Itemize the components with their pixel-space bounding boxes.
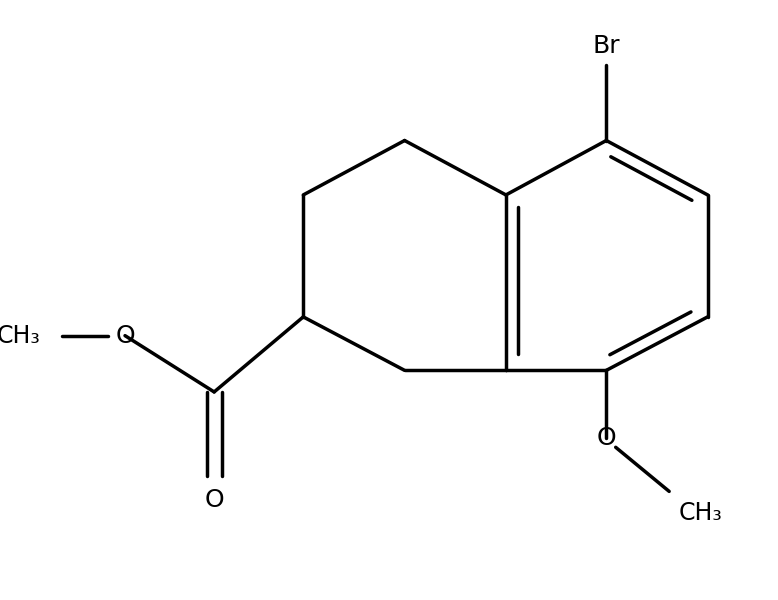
Text: O: O xyxy=(597,426,616,450)
Text: O: O xyxy=(205,488,224,512)
Text: CH₃: CH₃ xyxy=(678,501,723,525)
Text: CH₃: CH₃ xyxy=(0,323,40,347)
Text: Br: Br xyxy=(593,34,620,58)
Text: O: O xyxy=(115,323,135,347)
